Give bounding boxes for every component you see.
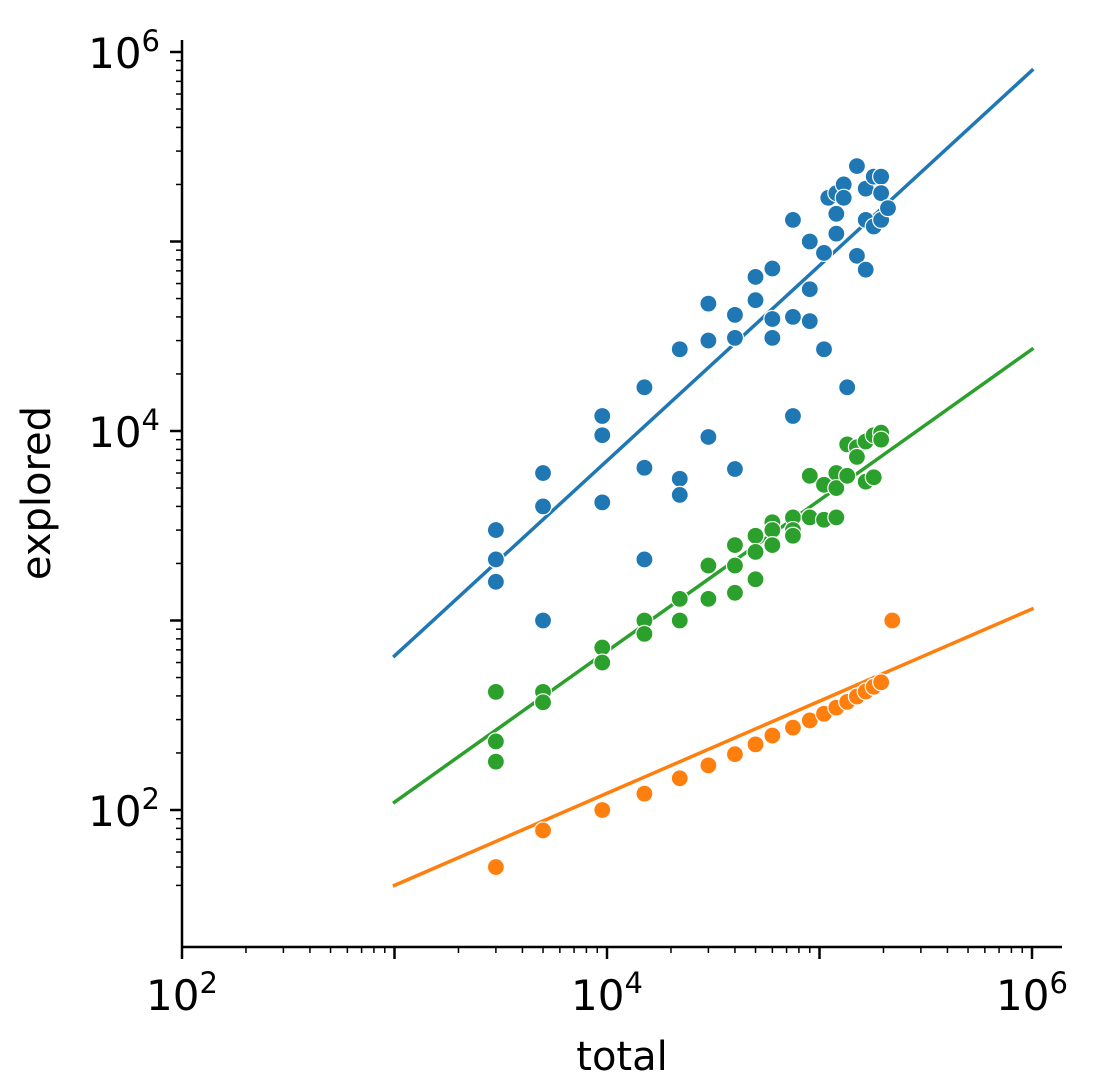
data-point-series-0 <box>814 243 834 263</box>
data-point-series-1 <box>827 508 846 527</box>
data-point-series-0 <box>814 340 834 359</box>
data-point-series-0 <box>725 305 745 324</box>
data-point-series-2 <box>883 611 902 630</box>
tick-labels: 102 104 106 102 104 106 <box>88 24 1068 1020</box>
data-point-series-0 <box>847 246 867 265</box>
y-tick-label: 102 <box>88 782 160 836</box>
data-point-series-0 <box>763 328 782 347</box>
data-point-series-2 <box>486 857 505 877</box>
data-point-series-0 <box>699 427 718 447</box>
data-point-series-0 <box>856 260 875 279</box>
data-point-series-0 <box>486 572 505 591</box>
data-point-series-0 <box>725 328 745 347</box>
data-point-series-0 <box>783 210 803 230</box>
data-point-series-0 <box>746 291 765 310</box>
data-point-series-1 <box>800 466 819 485</box>
data-point-series-2 <box>533 821 553 840</box>
data-point-series-1 <box>763 535 782 555</box>
data-point-series-0 <box>593 493 612 512</box>
data-point-series-0 <box>878 199 898 218</box>
x-tick-label: 104 <box>571 966 643 1020</box>
x-tick-label: 106 <box>996 966 1068 1020</box>
data-point-series-0 <box>593 426 612 445</box>
data-point-series-1 <box>486 732 505 751</box>
data-point-series-1 <box>725 583 745 602</box>
data-point-series-2 <box>783 718 803 737</box>
data-point-series-0 <box>533 497 553 516</box>
data-point-series-0 <box>827 204 846 223</box>
data-point-series-0 <box>486 550 505 569</box>
data-point-series-1 <box>699 556 718 575</box>
data-point-series-1 <box>725 535 745 555</box>
data-point-series-1 <box>670 589 689 609</box>
data-point-series-0 <box>486 520 505 540</box>
y-tick-label: 104 <box>88 403 160 457</box>
data-point-series-0 <box>670 485 689 505</box>
data-point-series-1 <box>838 466 857 485</box>
fit-line-2 <box>392 606 1035 888</box>
data-point-series-2 <box>593 800 612 820</box>
data-point-series-0 <box>847 156 867 176</box>
data-point-series-1 <box>746 542 765 562</box>
data-point-series-0 <box>827 224 846 243</box>
data-point-series-1 <box>783 526 803 545</box>
data-point-series-0 <box>800 312 819 331</box>
data-point-series-0 <box>533 611 553 630</box>
data-point-series-2 <box>699 756 718 775</box>
data-point-series-0 <box>670 469 689 488</box>
data-point-series-1 <box>746 570 765 589</box>
data-point-series-2 <box>872 673 891 692</box>
data-point-series-1 <box>486 682 505 701</box>
data-point-series-1 <box>847 447 867 467</box>
data-point-series-0 <box>800 232 819 251</box>
data-point-series-2 <box>763 726 782 745</box>
data-point-series-0 <box>635 378 654 397</box>
data-point-series-0 <box>699 294 718 313</box>
data-point-series-0 <box>746 267 765 287</box>
data-point-series-0 <box>872 167 891 186</box>
data-point-series-0 <box>783 406 803 426</box>
y-axis-label: explored <box>14 406 60 580</box>
data-point-series-1 <box>486 752 505 771</box>
data-points <box>486 156 902 877</box>
data-point-series-0 <box>763 259 782 278</box>
data-point-series-0 <box>670 340 689 359</box>
data-point-series-1 <box>533 693 553 712</box>
data-point-series-0 <box>699 331 718 350</box>
data-point-series-1 <box>635 624 654 643</box>
fit-line-1 <box>392 346 1035 805</box>
data-point-series-0 <box>533 463 553 483</box>
data-point-series-0 <box>800 280 819 299</box>
data-point-series-2 <box>746 735 765 754</box>
data-point-series-1 <box>725 556 745 575</box>
data-point-series-0 <box>635 458 654 477</box>
data-point-series-0 <box>725 459 745 479</box>
data-point-series-1 <box>746 526 765 545</box>
data-point-series-0 <box>872 184 891 203</box>
x-axis-label: total <box>576 1034 667 1080</box>
data-point-series-0 <box>635 550 654 569</box>
data-point-series-0 <box>593 406 612 426</box>
data-point-series-0 <box>763 309 782 329</box>
data-point-series-0 <box>838 378 857 397</box>
data-point-series-0 <box>783 307 803 327</box>
data-point-series-1 <box>699 589 718 609</box>
data-point-series-1 <box>864 468 883 487</box>
data-point-series-0 <box>834 188 853 207</box>
y-tick-label: 106 <box>88 24 160 78</box>
data-point-series-1 <box>593 653 612 672</box>
data-point-series-2 <box>725 745 745 764</box>
data-point-series-1 <box>827 478 846 498</box>
data-point-series-1 <box>670 611 689 630</box>
data-point-series-1 <box>872 430 891 449</box>
data-point-series-2 <box>635 784 654 803</box>
data-point-series-2 <box>670 769 689 788</box>
x-tick-label: 102 <box>146 966 218 1020</box>
